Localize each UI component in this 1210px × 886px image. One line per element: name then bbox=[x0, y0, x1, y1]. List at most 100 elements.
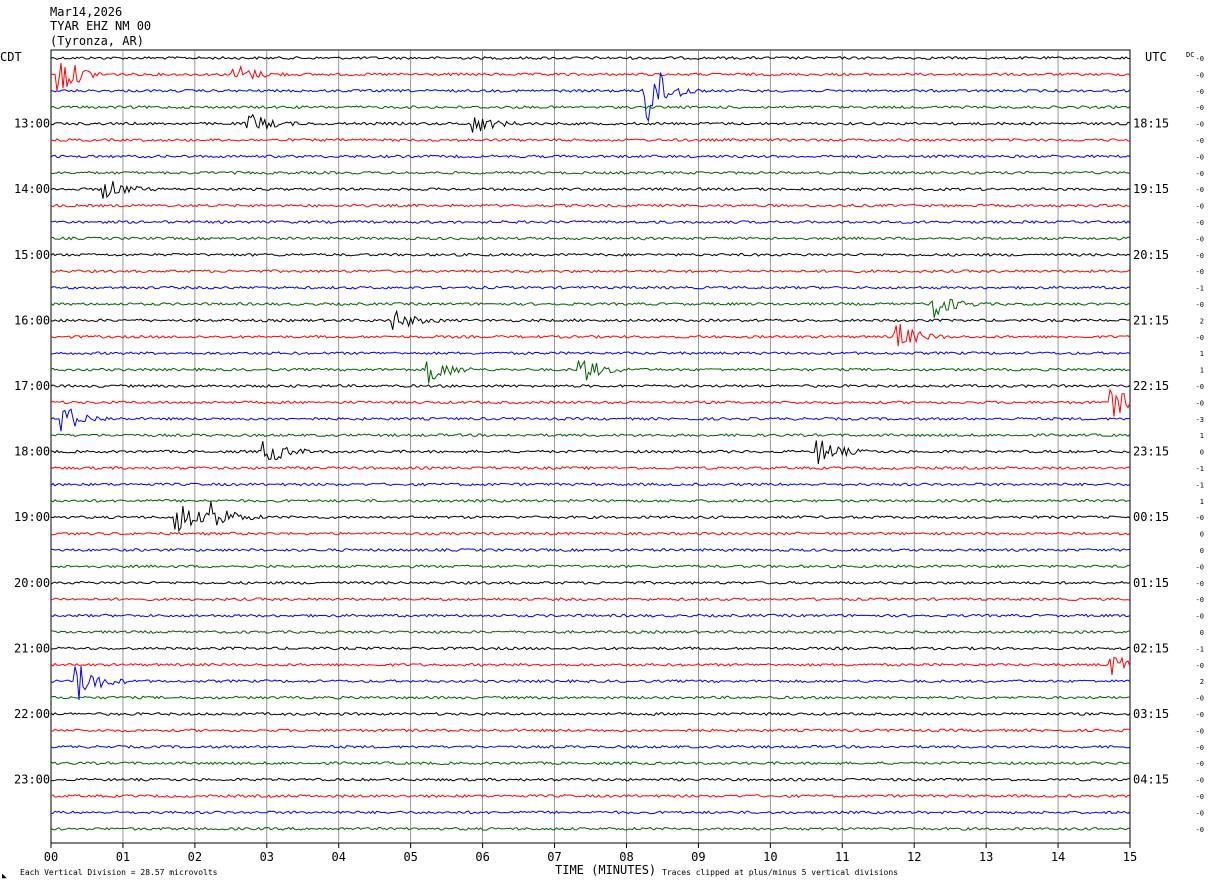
trace-line-31 bbox=[50, 564, 1131, 569]
trace-line-19 bbox=[50, 359, 1131, 384]
dc-offset-label: -0 bbox=[1196, 219, 1204, 227]
utc-timezone-label: UTC bbox=[1145, 50, 1167, 64]
utc-hour-label: 19:15 bbox=[1133, 182, 1169, 196]
clip-note: Traces clipped at plus/minus 5 vertical … bbox=[662, 868, 898, 877]
dc-offset-label: -1 bbox=[1196, 645, 1204, 653]
trace-line-1 bbox=[50, 62, 1131, 91]
x-tick-label: 12 bbox=[907, 850, 921, 864]
utc-hour-label: 21:15 bbox=[1133, 313, 1169, 327]
trace-line-43 bbox=[50, 761, 1131, 766]
trace-line-20 bbox=[50, 383, 1131, 389]
utc-hour-label: 00:15 bbox=[1133, 510, 1169, 524]
x-tick-label: 13 bbox=[979, 850, 993, 864]
dc-offset-label: -0 bbox=[1196, 301, 1204, 309]
dc-offset-label: 2 bbox=[1200, 317, 1204, 325]
local-hour-label: 23:00 bbox=[14, 773, 50, 787]
trace-line-16 bbox=[50, 309, 1131, 330]
local-hour-label: 20:00 bbox=[14, 576, 50, 590]
trace-line-5 bbox=[50, 137, 1131, 142]
trace-line-38 bbox=[50, 665, 1131, 701]
x-tick-label: 08 bbox=[619, 850, 633, 864]
x-tick-label: 07 bbox=[547, 850, 561, 864]
x-tick-label: 10 bbox=[763, 850, 777, 864]
local-hour-label: 17:00 bbox=[14, 379, 50, 393]
local-hour-label: 19:00 bbox=[14, 510, 50, 524]
local-hour-label: 16:00 bbox=[14, 313, 50, 327]
trace-line-13 bbox=[50, 269, 1131, 274]
dc-offset-label: 0 bbox=[1200, 629, 1204, 637]
dc-offset-label: -1 bbox=[1196, 465, 1204, 473]
trace-line-27 bbox=[50, 498, 1131, 503]
dc-offset-label: -0 bbox=[1196, 235, 1204, 243]
dc-offset-label: -0 bbox=[1196, 711, 1204, 719]
trace-line-21 bbox=[50, 388, 1131, 417]
time-labels: 13:00 14:00 15:00 16:00 17:00 18:00 19:00 20:00… bbox=[14, 55, 1204, 864]
utc-hour-label: 03:15 bbox=[1133, 707, 1169, 721]
dc-offset-label: -0 bbox=[1196, 153, 1204, 161]
dc-offset-label: -0 bbox=[1196, 268, 1204, 276]
x-tick-label: 04 bbox=[332, 850, 346, 864]
trace-line-8 bbox=[50, 181, 1131, 199]
utc-hour-label: 04:15 bbox=[1133, 773, 1169, 787]
trace-line-0 bbox=[50, 56, 1131, 60]
dc-offset-label: -0 bbox=[1196, 514, 1204, 522]
utc-hour-label: 02:15 bbox=[1133, 641, 1169, 655]
corner-mark: ◣ bbox=[2, 871, 7, 880]
dc-offset-label: -0 bbox=[1196, 777, 1204, 785]
dc-offset-label: -0 bbox=[1196, 399, 1204, 407]
trace-line-3 bbox=[50, 105, 1131, 110]
dc-offset-label: -0 bbox=[1196, 613, 1204, 621]
dc-offset-label: -0 bbox=[1196, 744, 1204, 752]
dc-offset-label: -0 bbox=[1196, 809, 1204, 817]
trace-line-22 bbox=[50, 408, 1131, 432]
dc-offset-label: 1 bbox=[1200, 432, 1204, 440]
plot-frame bbox=[50, 49, 1131, 844]
trace-line-42 bbox=[50, 744, 1131, 749]
local-timezone-label: CDT bbox=[0, 50, 22, 64]
trace-line-36 bbox=[50, 646, 1131, 651]
x-tick-label: 01 bbox=[116, 850, 130, 864]
trace-line-40 bbox=[50, 712, 1131, 717]
location-label: (Tyronza, AR) bbox=[50, 34, 144, 48]
dc-offset-label: -0 bbox=[1196, 793, 1204, 801]
trace-line-46 bbox=[50, 810, 1131, 815]
x-tick-label: 06 bbox=[475, 850, 489, 864]
x-tick-label: 09 bbox=[691, 850, 705, 864]
trace-line-17 bbox=[50, 324, 1131, 347]
x-tick-label: 15 bbox=[1123, 850, 1137, 864]
trace-line-7 bbox=[50, 170, 1131, 175]
dc-offset-label: -0 bbox=[1196, 695, 1204, 703]
dc-offset-label: 0 bbox=[1200, 531, 1204, 539]
dc-offset-label: -0 bbox=[1196, 334, 1204, 342]
dc-offset-label: -1 bbox=[1196, 481, 1204, 489]
trace-line-41 bbox=[50, 728, 1130, 733]
local-hour-label: 14:00 bbox=[14, 182, 50, 196]
trace-line-4 bbox=[50, 113, 1131, 133]
scale-note: Each Vertical Division = 28.57 microvolt… bbox=[20, 868, 218, 877]
dc-offset-label: -0 bbox=[1196, 104, 1204, 112]
local-hour-label: 15:00 bbox=[14, 248, 50, 262]
trace-line-11 bbox=[50, 236, 1131, 241]
trace-line-32 bbox=[50, 580, 1131, 585]
dc-offset-label: -0 bbox=[1196, 203, 1204, 211]
trace-line-25 bbox=[50, 465, 1131, 471]
dc-offset-label: -0 bbox=[1196, 121, 1204, 129]
dc-offset-label: -0 bbox=[1196, 170, 1204, 178]
trace-line-29 bbox=[50, 531, 1131, 536]
seismic-traces bbox=[50, 56, 1131, 831]
dc-offset-label: 1 bbox=[1200, 367, 1204, 375]
dc-offset-label: -0 bbox=[1196, 88, 1204, 96]
dc-header-label: DC bbox=[1186, 51, 1194, 59]
dc-offset-label: -0 bbox=[1196, 383, 1204, 391]
trace-line-23 bbox=[50, 433, 1131, 438]
dc-offset-label: -1 bbox=[1196, 285, 1204, 293]
trace-line-14 bbox=[50, 285, 1131, 290]
dc-offset-label: 2 bbox=[1200, 678, 1204, 686]
dc-offset-label: -0 bbox=[1196, 727, 1204, 735]
dc-offset-label: -0 bbox=[1196, 596, 1204, 604]
dc-offset-label: -3 bbox=[1196, 416, 1204, 424]
trace-line-37 bbox=[50, 656, 1131, 675]
dc-offset-label: 1 bbox=[1200, 350, 1204, 358]
x-tick-label: 00 bbox=[44, 850, 58, 864]
trace-line-28 bbox=[50, 501, 1131, 533]
